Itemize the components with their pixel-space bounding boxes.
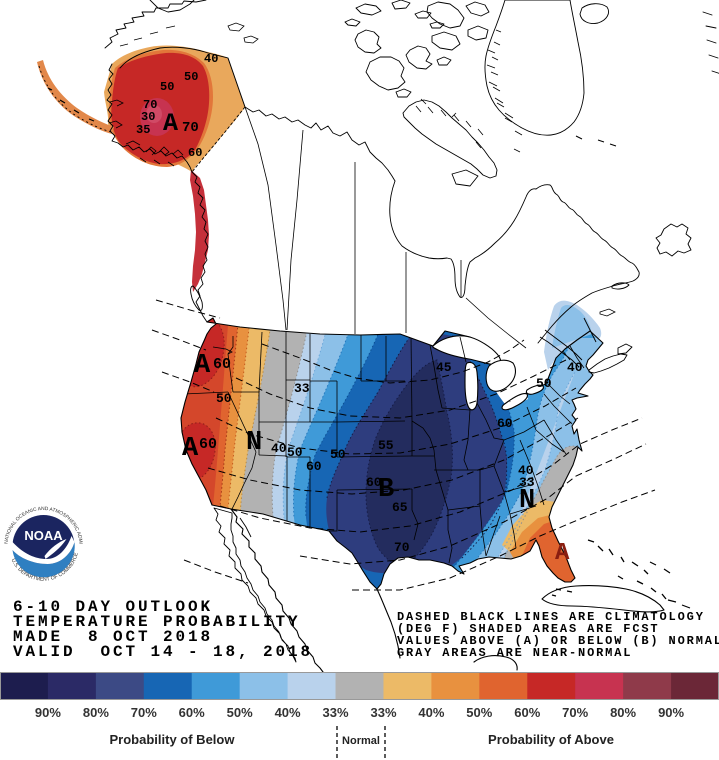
svg-text:A: A bbox=[194, 351, 211, 381]
svg-text:90%: 90% bbox=[35, 705, 61, 720]
svg-text:B: B bbox=[378, 475, 394, 505]
svg-text:50%: 50% bbox=[466, 705, 492, 720]
svg-text:65: 65 bbox=[392, 500, 408, 515]
svg-text:50%: 50% bbox=[227, 705, 253, 720]
svg-text:50: 50 bbox=[216, 391, 232, 406]
svg-text:TEMPERATURE PROBABILITY: TEMPERATURE PROBABILITY bbox=[13, 613, 301, 631]
svg-text:NOAA: NOAA bbox=[24, 528, 63, 543]
svg-text:A: A bbox=[182, 434, 199, 464]
svg-text:40: 40 bbox=[567, 360, 583, 375]
svg-text:80%: 80% bbox=[83, 705, 109, 720]
svg-text:A: A bbox=[163, 109, 178, 138]
svg-text:40%: 40% bbox=[418, 705, 444, 720]
svg-text:70: 70 bbox=[182, 120, 199, 136]
svg-text:(DEG F) SHADED AREAS ARE FCST: (DEG F) SHADED AREAS ARE FCST bbox=[397, 622, 659, 636]
svg-text:50: 50 bbox=[287, 445, 303, 460]
svg-text:GRAY AREAS ARE NEAR-NORMAL: GRAY AREAS ARE NEAR-NORMAL bbox=[397, 646, 632, 660]
svg-text:50: 50 bbox=[330, 447, 346, 462]
svg-text:90%: 90% bbox=[658, 705, 684, 720]
svg-text:50: 50 bbox=[536, 376, 552, 391]
svg-text:33: 33 bbox=[519, 475, 535, 490]
svg-text:A: A bbox=[555, 540, 570, 567]
svg-text:70%: 70% bbox=[131, 705, 157, 720]
svg-text:60%: 60% bbox=[179, 705, 205, 720]
svg-text:VALUES ABOVE (A) OR BELOW (B): VALUES ABOVE (A) OR BELOW (B) NORMAL bbox=[397, 634, 719, 648]
svg-text:30: 30 bbox=[141, 110, 155, 124]
svg-text:40%: 40% bbox=[275, 705, 301, 720]
svg-text:N: N bbox=[246, 428, 262, 458]
svg-text:MADE 8 OCT 2018: MADE 8 OCT 2018 bbox=[13, 628, 213, 646]
svg-text:70: 70 bbox=[394, 540, 410, 555]
svg-text:DASHED BLACK LINES ARE CLIMATO: DASHED BLACK LINES ARE CLIMATOLOGY bbox=[397, 610, 705, 624]
svg-text:60: 60 bbox=[497, 416, 513, 431]
svg-text:55: 55 bbox=[378, 438, 394, 453]
svg-text:40: 40 bbox=[204, 52, 218, 66]
svg-text:45: 45 bbox=[436, 360, 452, 375]
svg-text:70%: 70% bbox=[562, 705, 588, 720]
svg-text:60: 60 bbox=[366, 475, 382, 490]
svg-text:60: 60 bbox=[213, 356, 231, 373]
svg-text:70: 70 bbox=[143, 98, 157, 112]
svg-text:33%: 33% bbox=[370, 705, 396, 720]
svg-text:N: N bbox=[519, 486, 535, 516]
svg-text:60: 60 bbox=[199, 436, 217, 453]
svg-text:80%: 80% bbox=[610, 705, 636, 720]
svg-text:Probability of Above: Probability of Above bbox=[488, 732, 614, 747]
svg-text:40: 40 bbox=[271, 441, 287, 456]
svg-text:33%: 33% bbox=[322, 705, 348, 720]
svg-text:6-10 DAY OUTLOOK: 6-10 DAY OUTLOOK bbox=[13, 598, 213, 616]
svg-text:Normal: Normal bbox=[342, 735, 380, 747]
svg-text:35: 35 bbox=[136, 123, 150, 137]
svg-text:60%: 60% bbox=[514, 705, 540, 720]
svg-text:VALID OCT 14 - 18, 2018: VALID OCT 14 - 18, 2018 bbox=[13, 643, 313, 661]
svg-text:40: 40 bbox=[518, 463, 534, 478]
svg-text:33: 33 bbox=[294, 381, 310, 396]
svg-text:50: 50 bbox=[160, 80, 174, 94]
svg-text:50: 50 bbox=[184, 70, 198, 84]
svg-text:60: 60 bbox=[188, 146, 202, 160]
svg-text:Probability of Below: Probability of Below bbox=[110, 732, 236, 747]
svg-text:60: 60 bbox=[306, 459, 322, 474]
